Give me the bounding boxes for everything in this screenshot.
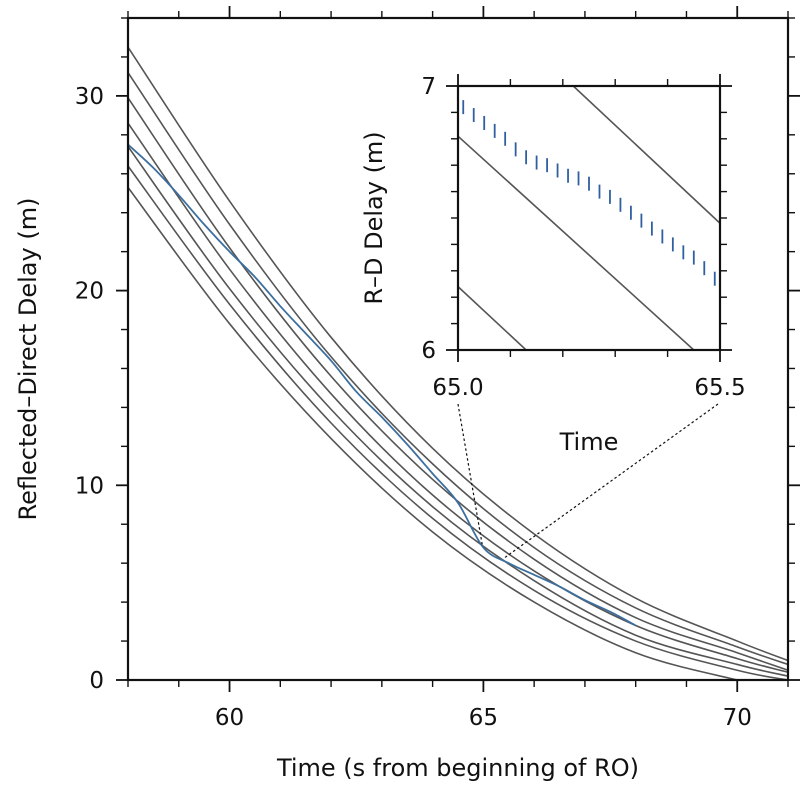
inset-background: [458, 86, 720, 350]
main-y-tick-label: 30: [75, 84, 104, 110]
main-axes-frame: [126, 16, 790, 682]
inset-y-tick-label: 7: [421, 74, 436, 100]
model-curve-5: [128, 97, 788, 672]
zoom-leader-right: [504, 403, 719, 559]
inset-model-curve-1: [458, 286, 527, 350]
inset-x-tick-label: 65.5: [694, 375, 745, 401]
observed-delay-line: [128, 143, 637, 627]
inset-x-tick-label: 65.0: [432, 375, 483, 401]
inset-y-axis-label: R–D Delay (m): [360, 131, 388, 304]
inset-model-curves: [458, 86, 720, 350]
model-curve-6: [128, 72, 788, 666]
main-plot: 60 65 70 0 10 20 30: [75, 6, 800, 731]
model-curve-4: [128, 122, 788, 673]
model-curve-7: [128, 46, 788, 662]
inset-x-axis-label: Time: [559, 428, 619, 456]
main-y-tick-label: 20: [75, 279, 104, 305]
zoom-leader-lines: [457, 403, 719, 559]
main-x-tick-label: 70: [723, 705, 752, 731]
model-curve-3: [128, 146, 788, 677]
main-y-tick-label: 0: [89, 668, 104, 694]
model-curve-2: [128, 165, 788, 680]
model-curve-1: [128, 186, 741, 680]
inset-plot: 65.0 65.5 6 7: [421, 74, 746, 401]
main-y-axis-label: Reflected–Direct Delay (m): [14, 198, 42, 521]
inset-model-curve-2: [458, 135, 695, 350]
inset-y-tick-label: 6: [421, 338, 436, 364]
model-curves: [128, 46, 788, 680]
main-x-tick-label: 60: [215, 705, 244, 731]
zoom-leader-left: [457, 403, 483, 546]
main-x-axis-label: Time (s from beginning of RO): [276, 754, 639, 782]
main-y-tick-label: 10: [75, 473, 104, 499]
inset-model-curve-3: [572, 86, 720, 224]
main-x-tick-label: 65: [469, 705, 498, 731]
